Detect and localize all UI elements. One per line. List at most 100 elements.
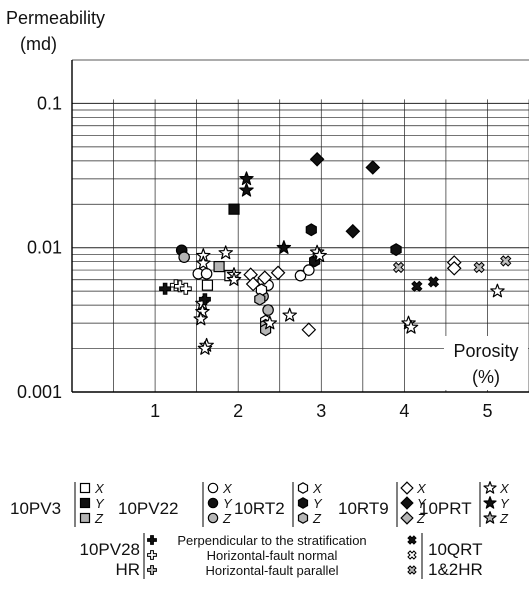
x-axis-label-unit: (%) bbox=[472, 367, 500, 387]
legend: 10PV3XYZ10PV22XYZ10RT2XYZ10RT9XYZ10PRTXY… bbox=[10, 481, 510, 579]
data-point bbox=[309, 151, 325, 167]
data-point bbox=[303, 264, 315, 276]
data-point bbox=[174, 280, 186, 293]
legend-sample-name: 10PV28 bbox=[80, 540, 141, 559]
legend-marker bbox=[407, 550, 417, 560]
data-point bbox=[245, 276, 261, 292]
legend-sample-name: 1&2HR bbox=[428, 560, 483, 579]
legend-axis-label: X bbox=[312, 481, 323, 496]
legend-marker bbox=[207, 482, 219, 494]
data-point bbox=[262, 304, 274, 316]
x-tick-label: 5 bbox=[482, 401, 492, 421]
data-point bbox=[200, 267, 213, 280]
y-axis-label-unit: (md) bbox=[20, 34, 57, 54]
data-point bbox=[446, 260, 462, 276]
data-point bbox=[345, 223, 361, 239]
legend-marker bbox=[79, 512, 91, 524]
data-point bbox=[193, 311, 208, 326]
data-point bbox=[473, 261, 485, 274]
legend-axis-label: Y bbox=[417, 496, 427, 511]
data-point bbox=[218, 245, 233, 260]
data-point bbox=[201, 279, 214, 291]
legend-sample-name: 10QRT bbox=[428, 540, 483, 559]
legend-marker bbox=[483, 481, 497, 494]
data-point bbox=[254, 292, 266, 306]
x-axis-label-box bbox=[444, 336, 528, 390]
legend-axis-label: Z bbox=[499, 511, 509, 526]
legend-marker bbox=[407, 565, 417, 575]
data-point bbox=[239, 171, 254, 186]
legend-marker bbox=[147, 550, 157, 560]
data-point bbox=[239, 182, 254, 197]
data-point bbox=[257, 270, 273, 286]
legend-marker bbox=[79, 482, 91, 494]
legend-marker bbox=[400, 511, 414, 525]
x-tick-label: 2 bbox=[233, 401, 243, 421]
legend-marker bbox=[297, 482, 309, 494]
data-point bbox=[427, 276, 440, 288]
data-point bbox=[365, 160, 381, 175]
legend-group-name: 10RT9 bbox=[338, 499, 389, 518]
legend-axis-label: X bbox=[222, 481, 233, 496]
data-point bbox=[197, 341, 213, 355]
data-point bbox=[390, 243, 402, 257]
data-point bbox=[500, 255, 512, 267]
legend-axis-label: Y bbox=[313, 496, 323, 511]
data-point bbox=[213, 260, 225, 273]
legend-marker bbox=[207, 512, 219, 524]
y-axis-label: Permeability bbox=[6, 8, 105, 28]
data-point bbox=[411, 280, 423, 293]
legend-axis-label: Z bbox=[312, 511, 322, 526]
data-point bbox=[403, 319, 419, 334]
legend-axis-label: X bbox=[416, 481, 427, 496]
legend-group-name: 10PV22 bbox=[118, 499, 179, 518]
tick-labels: 1 2 3 4 5 0.001 0.01 0.1 bbox=[17, 93, 493, 421]
legend-marker bbox=[407, 535, 417, 545]
legend-axis-label: X bbox=[499, 481, 510, 496]
legend-marker bbox=[297, 512, 309, 524]
x-tick-label: 1 bbox=[150, 401, 160, 421]
data-point bbox=[301, 322, 317, 338]
data-point bbox=[276, 240, 292, 254]
data-point bbox=[198, 293, 211, 306]
data-points bbox=[159, 151, 512, 355]
legend-marker bbox=[147, 535, 157, 545]
data-point bbox=[178, 251, 190, 263]
data-point bbox=[226, 272, 242, 286]
legend-marker bbox=[207, 497, 219, 509]
data-point bbox=[159, 282, 172, 295]
legend-orientation-label: Horizontal-fault normal bbox=[207, 548, 338, 563]
data-point bbox=[228, 203, 240, 215]
data-point bbox=[312, 248, 327, 262]
data-point bbox=[270, 265, 286, 281]
legend-axis-label: X bbox=[94, 481, 105, 496]
legend-axis-label: Z bbox=[416, 511, 426, 526]
legend-orientation-label: Horizontal-fault parallel bbox=[206, 563, 339, 578]
data-point bbox=[282, 307, 297, 322]
legend-group-name: 10RT2 bbox=[234, 499, 285, 518]
data-point bbox=[195, 304, 210, 318]
legend-axis-label: Z bbox=[222, 511, 232, 526]
data-point bbox=[392, 261, 405, 274]
legend-group-name: 10PRT bbox=[419, 499, 472, 518]
data-point bbox=[179, 282, 192, 295]
legend-axis-label: Y bbox=[95, 496, 105, 511]
data-point bbox=[305, 223, 317, 237]
legend-group-name: 10PV3 bbox=[10, 499, 61, 518]
y-tick-label: 0.001 bbox=[17, 382, 62, 402]
legend-marker bbox=[147, 565, 157, 575]
axes bbox=[71, 60, 529, 393]
y-tick-label: 0.01 bbox=[27, 238, 62, 258]
legend-marker bbox=[400, 496, 414, 510]
data-point bbox=[262, 315, 277, 330]
data-point bbox=[196, 255, 211, 270]
legend-marker bbox=[79, 497, 91, 509]
legend-sample-name: HR bbox=[115, 560, 140, 579]
x-tick-label: 4 bbox=[399, 401, 409, 421]
legend-marker bbox=[297, 497, 309, 509]
grid-lines bbox=[72, 59, 529, 393]
legend-marker bbox=[483, 511, 497, 524]
data-point bbox=[294, 269, 307, 282]
legend-axis-label: Y bbox=[223, 496, 233, 511]
